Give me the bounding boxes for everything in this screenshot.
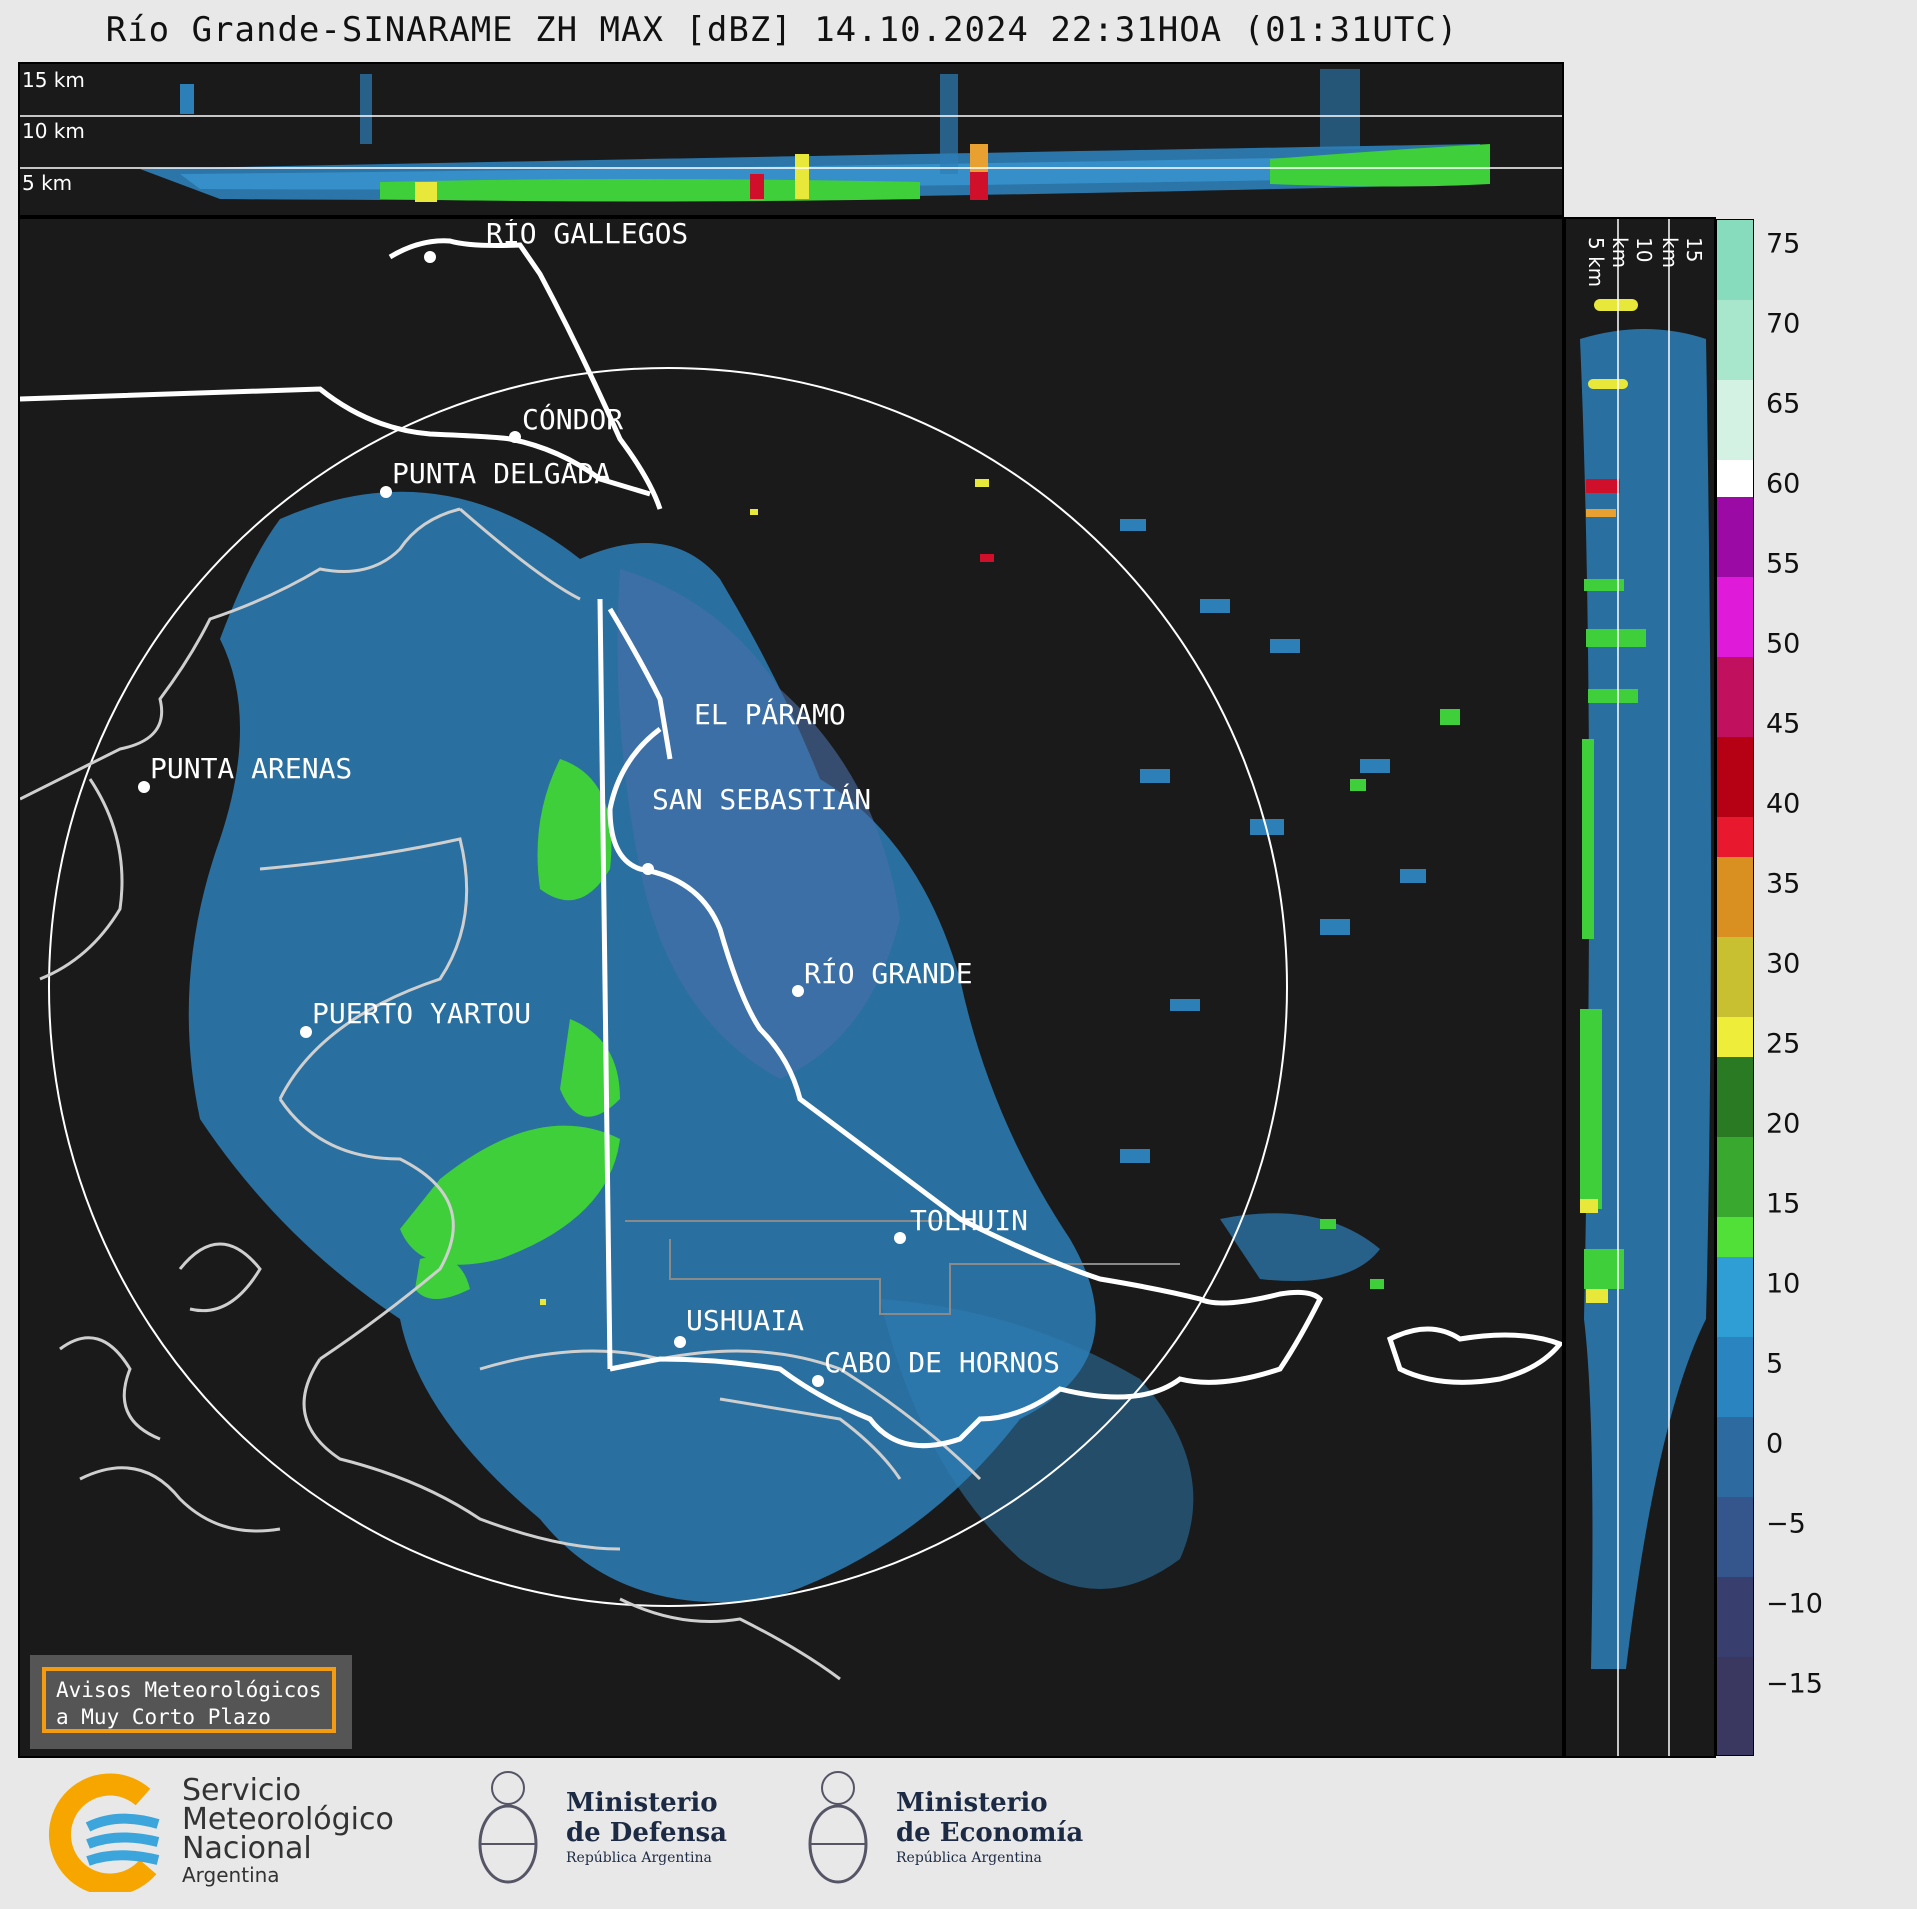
colorbar-tick-minus15: −15 (1766, 1668, 1823, 1700)
colorbar-tick-70: 70 (1766, 308, 1801, 340)
top-cross-section-panel: 15 km 10 km 5 km (18, 62, 1564, 217)
side-cross-section-panel: 5 km 10 km 15 km (1564, 217, 1716, 1758)
city-marker-tolhuin (894, 1232, 906, 1244)
chart-title: Río Grande-SINARAME ZH MAX [dBZ] 14.10.2… (105, 10, 1459, 50)
smn-line-2: Meteorológico (182, 1802, 394, 1837)
city-marker-condor (509, 431, 521, 443)
city-label-condor: CÓNDOR (522, 402, 623, 436)
defensa-line-2: de Defensa (566, 1818, 727, 1848)
warning-box[interactable]: Avisos Meteorológicos a Muy Corto Plazo (30, 1655, 352, 1749)
city-label-rio-gallegos: RÍO GALLEGOS (486, 219, 688, 250)
colorbar-tick-minus5: −5 (1766, 1508, 1806, 1540)
city-label-puerto-yartou: PUERTO YARTOU (312, 997, 531, 1030)
colorbar-tick-55: 55 (1766, 548, 1801, 580)
radar-map: RÍO GALLEGOS CÓNDOR PUNTA DELGADA EL PÁR… (20, 219, 1562, 1681)
city-marker-punta-arenas (138, 781, 150, 793)
echo-area-moderate (537, 759, 612, 901)
city-label-punta-arenas: PUNTA ARENAS (150, 752, 352, 785)
city-label-punta-delgada: PUNTA DELGADA (392, 457, 611, 490)
city-marker-ushuaia (674, 1336, 686, 1348)
colorbar-tick-20: 20 (1766, 1108, 1801, 1140)
smn-line-4: Argentina (182, 1863, 280, 1887)
colorbar-tick-45: 45 (1766, 708, 1801, 740)
colorbar-tick-25: 25 (1766, 1028, 1801, 1060)
smn-line-1: Servicio (182, 1773, 302, 1808)
colorbar-tick-75: 75 (1766, 228, 1801, 260)
colorbar-tick-0: 0 (1766, 1428, 1784, 1460)
top-label-10km: 10 km (22, 119, 85, 143)
city-label-san-sebastian: SAN SEBASTIÁN (652, 782, 871, 816)
city-label-cabo-de-hornos: CABO DE HORNOS (824, 1346, 1060, 1379)
argentina-coat-of-arms-icon-2 (808, 1771, 868, 1884)
side-cross-section-plot (1580, 219, 1711, 1756)
defensa-line-3: República Argentina (566, 1850, 712, 1866)
city-marker-san-sebastian (642, 863, 654, 875)
argentina-coat-of-arms-icon (478, 1771, 538, 1884)
side-label-10km: 10 km (1608, 237, 1656, 269)
city-marker-rio-grande (792, 985, 804, 997)
colorbar-tick-35: 35 (1766, 868, 1801, 900)
economia-line-3: República Argentina (896, 1850, 1042, 1866)
city-label-tolhuin: TOLHUIN (910, 1204, 1028, 1237)
economia-line-1: Ministerio (896, 1788, 1048, 1818)
city-marker-cabo-de-hornos (812, 1375, 824, 1387)
colorbar-tick-60: 60 (1766, 468, 1801, 500)
colorbar-tick-40: 40 (1766, 788, 1801, 820)
colorbar-tick-65: 65 (1766, 388, 1801, 420)
top-label-5km: 5 km (22, 171, 73, 195)
colorbar-tick-minus10: −10 (1766, 1588, 1823, 1620)
colorbar-tick-10: 10 (1766, 1268, 1801, 1300)
defensa-line-1: Ministerio (566, 1788, 718, 1818)
colorbar-tick-50: 50 (1766, 628, 1801, 660)
side-label-5km: 5 km (1584, 237, 1608, 288)
top-label-15km: 15 km (22, 68, 85, 92)
city-label-el-paramo: EL PÁRAMO (694, 697, 846, 731)
warning-line-1: Avisos Meteorológicos (56, 1678, 322, 1702)
radar-map-panel: RÍO GALLEGOS CÓNDOR PUNTA DELGADA EL PÁR… (18, 217, 1564, 1758)
side-label-15km: 15 km (1658, 237, 1706, 269)
colorbar-tick-5: 5 (1766, 1348, 1784, 1380)
colorbar-tick-30: 30 (1766, 948, 1801, 980)
warning-line-2: a Muy Corto Plazo (56, 1705, 271, 1729)
city-marker-rio-gallegos (424, 251, 436, 263)
top-cross-section-plot (20, 69, 1562, 202)
economia-line-2: de Economía (896, 1818, 1084, 1848)
smn-line-3: Nacional (182, 1831, 312, 1866)
warning-box-border: Avisos Meteorológicos a Muy Corto Plazo (42, 1667, 336, 1733)
footer: Servicio Meteorológico Nacional Argentin… (0, 1758, 1917, 1909)
colorbar (1716, 219, 1754, 1756)
city-label-ushuaia: USHUAIA (686, 1304, 804, 1337)
colorbar-tick-15: 15 (1766, 1188, 1801, 1220)
smn-logo-icon (48, 1773, 160, 1892)
range-ring (48, 367, 1288, 1607)
city-marker-punta-delgada (380, 486, 392, 498)
city-marker-puerto-yartou (300, 1026, 312, 1038)
echo-area-weak (188, 491, 1096, 1603)
colorbar-gradient (1717, 220, 1753, 1755)
city-label-rio-grande: RÍO GRANDE (804, 956, 973, 990)
